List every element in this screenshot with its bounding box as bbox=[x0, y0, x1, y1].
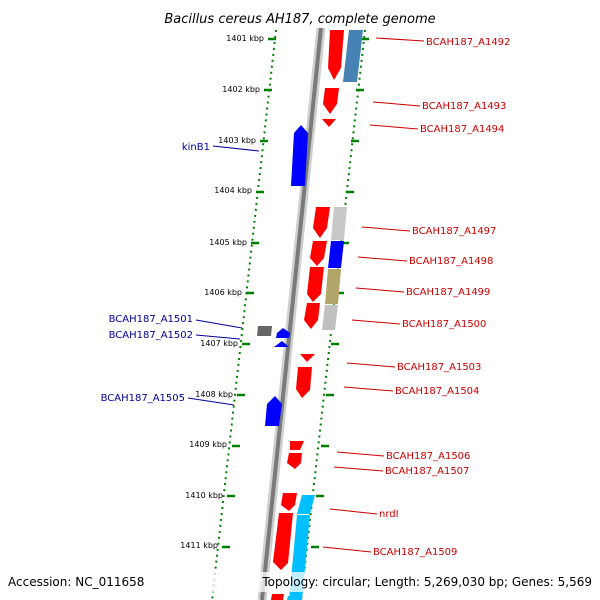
cog-bar bbox=[328, 241, 344, 268]
reverse-genes bbox=[257, 125, 308, 600]
gene-arrow bbox=[273, 513, 293, 570]
gene-label: BCAH187_A1500 bbox=[402, 319, 486, 330]
gene-label: BCAH187_A1499 bbox=[406, 287, 490, 298]
gene-arrow bbox=[290, 441, 304, 450]
gene-arrow bbox=[257, 326, 272, 336]
gene-label: kinB1 bbox=[182, 142, 210, 153]
map-title: Bacillus cereus AH187, complete genome bbox=[164, 12, 435, 27]
kbp-tick-label: 1406 kbp bbox=[204, 288, 242, 297]
gene-arrow bbox=[323, 88, 339, 114]
kbp-tick-label: 1405 kbp bbox=[209, 238, 247, 247]
gene-arrow bbox=[310, 241, 327, 266]
cog-bar bbox=[322, 305, 338, 330]
kbp-tick-label: 1402 kbp bbox=[222, 85, 260, 94]
right-leaders bbox=[322, 37, 425, 553]
gene-arrow bbox=[281, 493, 297, 511]
left-leaders bbox=[187, 145, 260, 406]
gene-arrow bbox=[313, 207, 330, 238]
gene-label: BCAH187_A1507 bbox=[385, 466, 469, 477]
kbp-tick-label: 1408 kbp bbox=[195, 390, 233, 399]
gene-arrow bbox=[287, 596, 299, 600]
kbp-tick-label: 1401 kbp bbox=[226, 34, 264, 43]
gene-arrow bbox=[274, 341, 289, 347]
kbp-tick-label: 1410 kbp bbox=[185, 491, 223, 500]
gene-arrow bbox=[276, 328, 290, 338]
gene-label: BCAH187_A1503 bbox=[397, 362, 481, 373]
kbp-tick-label: 1404 kbp bbox=[214, 186, 252, 195]
gene-arrow bbox=[271, 594, 284, 600]
gene-arrow bbox=[328, 30, 344, 80]
kbp-tick-label: 1411 kbp bbox=[180, 541, 218, 550]
cog-bar bbox=[343, 30, 363, 82]
cog-bar bbox=[331, 207, 347, 240]
gene-arrow bbox=[296, 367, 312, 398]
gene-arrow bbox=[265, 396, 282, 426]
gene-label: BCAH187_A1506 bbox=[386, 451, 470, 462]
left-gene-labels: kinB1 BCAH187_A1501 BCAH187_A1502 BCAH18… bbox=[101, 142, 210, 404]
gene-arrow bbox=[300, 354, 315, 362]
right-gene-labels: BCAH187_A1492 BCAH187_A1493 BCAH187_A149… bbox=[373, 37, 510, 558]
kbp-tick-label: 1409 kbp bbox=[189, 440, 227, 449]
gene-arrow bbox=[304, 303, 320, 329]
gene-label: BCAH187_A1505 bbox=[101, 393, 185, 404]
gene-arrow bbox=[291, 125, 308, 186]
gene-arrow bbox=[287, 453, 302, 469]
footer-backdrop bbox=[0, 572, 600, 592]
kbp-tick-label: 1407 kbp bbox=[200, 339, 238, 348]
accession-text: Accession: NC_011658 bbox=[8, 575, 144, 589]
gene-label: BCAH187_A1494 bbox=[420, 124, 504, 135]
gene-label: BCAH187_A1492 bbox=[426, 37, 510, 48]
kbp-tick-label: 1403 kbp bbox=[218, 136, 256, 145]
cog-bars bbox=[289, 30, 363, 600]
gene-arrow bbox=[307, 267, 324, 302]
gene-arrow bbox=[322, 119, 336, 127]
gene-label: BCAH187_A1504 bbox=[395, 386, 479, 397]
gene-label: BCAH187_A1493 bbox=[422, 101, 506, 112]
kbp-scale: 1401 kbp 1402 kbp 1403 kbp 1404 kbp 1405… bbox=[180, 34, 369, 550]
gene-label: BCAH187_A1502 bbox=[109, 330, 193, 341]
forward-genes bbox=[271, 30, 344, 600]
gene-label: BCAH187_A1498 bbox=[409, 256, 493, 267]
gene-label: BCAH187_A1497 bbox=[412, 226, 496, 237]
gene-label: nrdI bbox=[379, 509, 399, 520]
gene-label: BCAH187_A1501 bbox=[109, 314, 193, 325]
topology-text: Topology: circular; Length: 5,269,030 bp… bbox=[261, 575, 592, 589]
gene-label: BCAH187_A1509 bbox=[373, 547, 457, 558]
cog-bar bbox=[325, 269, 341, 304]
backbone-line bbox=[260, 27, 323, 600]
cog-bar bbox=[297, 495, 315, 514]
